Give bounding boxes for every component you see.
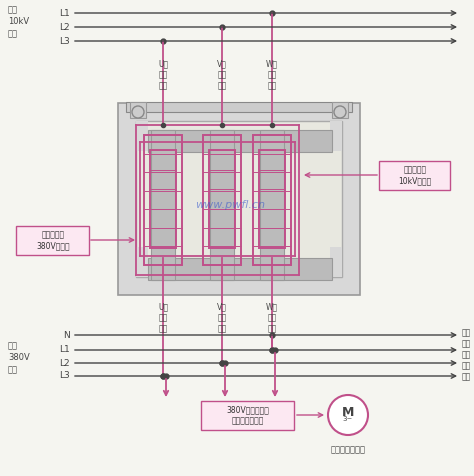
Text: 初级绕组为
380V的低压: 初级绕组为 380V的低压 bbox=[36, 230, 70, 250]
Bar bbox=[144, 135, 182, 265]
Text: 3~: 3~ bbox=[343, 416, 353, 422]
Bar bbox=[126, 102, 352, 112]
Text: N: N bbox=[63, 330, 70, 339]
Text: 三相交流电动机: 三相交流电动机 bbox=[330, 445, 365, 454]
Bar bbox=[332, 102, 348, 118]
Bar bbox=[330, 247, 342, 277]
Text: M: M bbox=[342, 406, 354, 418]
Bar bbox=[203, 135, 241, 265]
Text: 用电
设备
提供
动力
电源: 用电 设备 提供 动力 电源 bbox=[462, 328, 471, 382]
Text: V相
初级
绕组: V相 初级 绕组 bbox=[217, 60, 227, 90]
Text: U相
次级
绕组: U相 次级 绕组 bbox=[158, 302, 168, 334]
FancyBboxPatch shape bbox=[380, 160, 450, 189]
Circle shape bbox=[328, 395, 368, 435]
Text: 交流
380V
低压: 交流 380V 低压 bbox=[8, 342, 30, 374]
Bar bbox=[330, 121, 342, 151]
Bar bbox=[210, 130, 234, 280]
Bar bbox=[260, 130, 284, 280]
Bar bbox=[150, 150, 176, 248]
Bar bbox=[136, 247, 148, 277]
Bar bbox=[148, 258, 332, 280]
Circle shape bbox=[334, 106, 346, 118]
Text: U相
初级
绕组: U相 初级 绕组 bbox=[158, 60, 168, 90]
Text: 交流
10kV
高压: 交流 10kV 高压 bbox=[8, 6, 29, 38]
Text: W相
初级
绕组: W相 初级 绕组 bbox=[266, 60, 278, 90]
Bar bbox=[151, 130, 175, 280]
Text: L1: L1 bbox=[59, 9, 70, 18]
Text: www.pwfl.cn: www.pwfl.cn bbox=[195, 200, 265, 210]
Bar bbox=[136, 121, 148, 151]
Bar bbox=[148, 130, 332, 152]
Bar bbox=[136, 121, 342, 277]
Text: L2: L2 bbox=[59, 22, 70, 31]
Bar bbox=[118, 103, 360, 295]
Text: L1: L1 bbox=[59, 346, 70, 355]
Text: L2: L2 bbox=[59, 358, 70, 367]
Text: 初级绕组为
10kV的高压: 初级绕组为 10kV的高压 bbox=[398, 165, 432, 185]
FancyBboxPatch shape bbox=[17, 226, 90, 255]
Bar bbox=[259, 150, 285, 248]
Bar bbox=[130, 102, 146, 118]
Text: V相
次级
绕组: V相 次级 绕组 bbox=[217, 302, 227, 334]
FancyBboxPatch shape bbox=[201, 400, 294, 429]
Text: L3: L3 bbox=[59, 37, 70, 46]
Bar bbox=[209, 150, 235, 248]
Text: 380V为三相交流
电动机进行供电: 380V为三相交流 电动机进行供电 bbox=[227, 405, 269, 425]
Circle shape bbox=[132, 106, 144, 118]
Text: L3: L3 bbox=[59, 371, 70, 380]
Text: W相
次级
绕组: W相 次级 绕组 bbox=[266, 302, 278, 334]
Bar bbox=[253, 135, 291, 265]
